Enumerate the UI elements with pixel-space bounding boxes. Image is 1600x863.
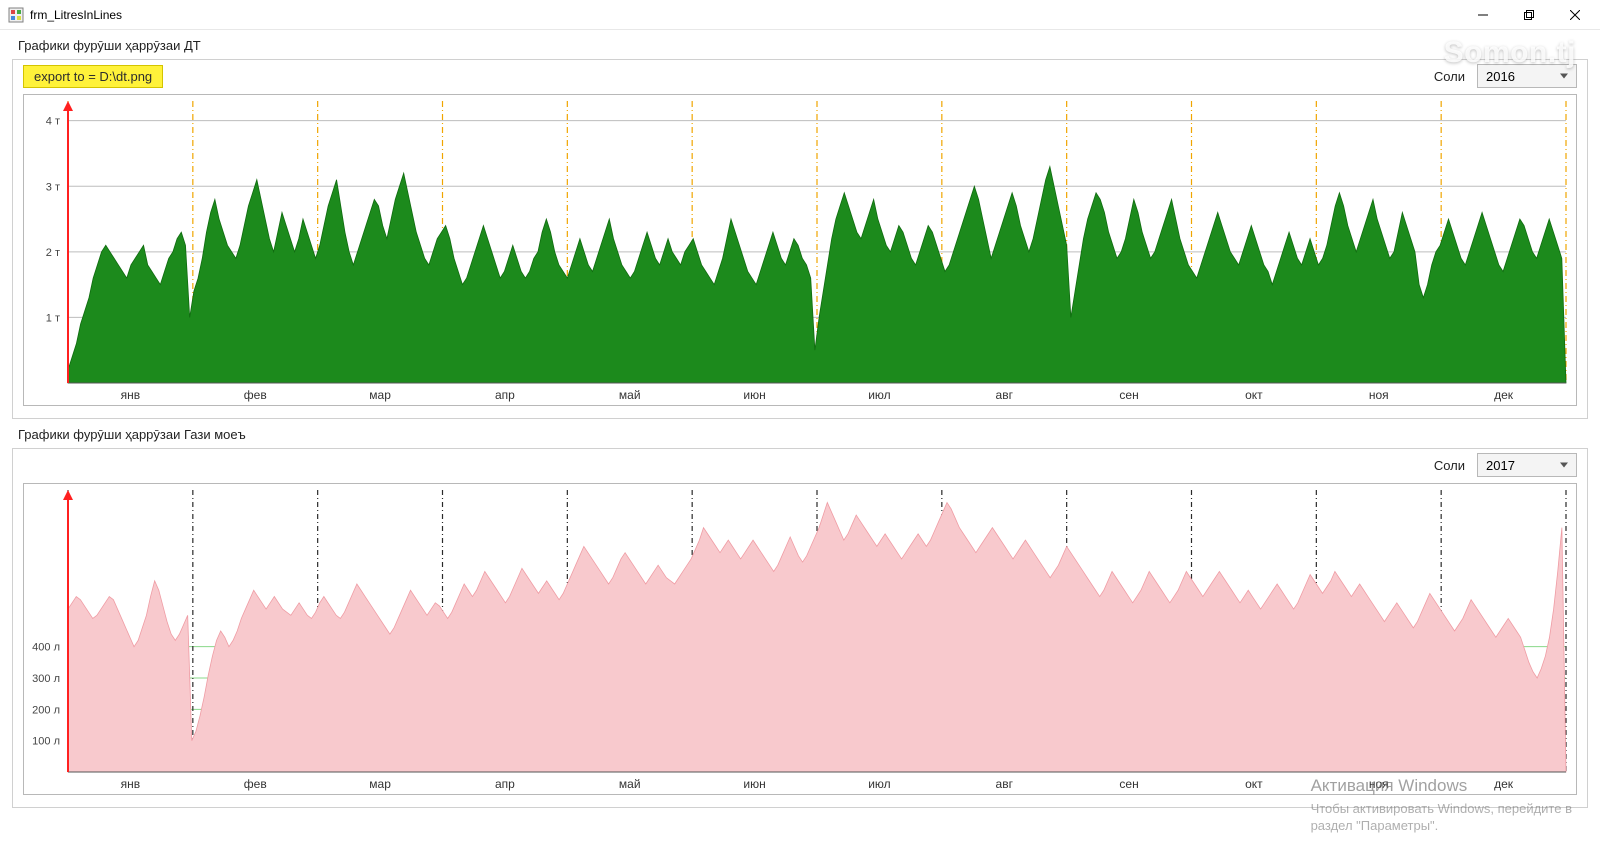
svg-text:дек: дек	[1494, 777, 1514, 791]
svg-text:апр: апр	[495, 777, 515, 791]
svg-text:окт: окт	[1245, 777, 1263, 791]
chart2-frame: 100 л 200 л 300 л 400 л янв фев мар апр май июн ию…	[23, 483, 1577, 795]
app-icon	[8, 7, 24, 23]
svg-text:окт: окт	[1245, 388, 1263, 402]
svg-text:мар: мар	[369, 388, 391, 402]
svg-text:авг: авг	[996, 777, 1014, 791]
chart1-group: Графики фурӯши ҳаррӯзаи ДТ export to = D…	[0, 38, 1600, 419]
svg-text:ноя: ноя	[1369, 388, 1389, 402]
chart1-toolbar: export to = D:\dt.png Соли 2016	[13, 60, 1587, 94]
svg-text:июн: июн	[743, 777, 765, 791]
chart1-year-label: Соли	[1434, 69, 1465, 84]
svg-text:июн: июн	[743, 388, 765, 402]
chart2-toolbar: Соли 2017	[13, 449, 1587, 483]
chart2-year-select[interactable]: 2017	[1477, 453, 1577, 477]
chart2-group: Графики фурӯши ҳаррӯзаи Гази моеъ Соли 2…	[0, 427, 1600, 808]
svg-text:янв: янв	[121, 777, 140, 791]
close-button[interactable]	[1552, 0, 1598, 30]
svg-text:сен: сен	[1119, 777, 1138, 791]
minimize-button[interactable]	[1460, 0, 1506, 30]
chart2-title: Графики фурӯши ҳаррӯзаи Гази моеъ	[18, 427, 1600, 442]
export-button[interactable]: export to = D:\dt.png	[23, 65, 163, 88]
svg-text:май: май	[619, 388, 641, 402]
svg-text:май: май	[619, 777, 641, 791]
svg-text:1 т: 1 т	[46, 312, 60, 324]
svg-text:июл: июл	[868, 388, 890, 402]
svg-text:дек: дек	[1494, 388, 1514, 402]
chart1-title: Графики фурӯши ҳаррӯзаи ДТ	[18, 38, 1600, 53]
svg-text:200 л: 200 л	[32, 704, 60, 716]
window-controls	[1460, 0, 1598, 30]
chart2-svg: 100 л 200 л 300 л 400 л янв фев мар апр май июн ию…	[24, 484, 1576, 794]
chart1-svg: 1 т 2 т 3 т 4 т янв фев мар апр май июн июл авг сен о…	[24, 95, 1576, 405]
activation-line2: раздел "Параметры".	[1311, 817, 1572, 835]
svg-text:400 л: 400 л	[32, 642, 60, 654]
svg-text:4 т: 4 т	[46, 116, 60, 128]
svg-text:2 т: 2 т	[46, 247, 60, 259]
svg-text:сен: сен	[1119, 388, 1138, 402]
svg-text:мар: мар	[369, 777, 391, 791]
svg-text:фев: фев	[244, 388, 267, 402]
svg-text:3 т: 3 т	[46, 181, 60, 193]
titlebar: frm_LitresInLines	[0, 0, 1600, 30]
maximize-button[interactable]	[1506, 0, 1552, 30]
chart1-panel: export to = D:\dt.png Соли 2016 1 т 2 т 3 …	[12, 59, 1588, 419]
chart2-year-label: Соли	[1434, 458, 1465, 473]
chart2-panel: Соли 2017 100 л 200 л 300 л 400 л янв фев мар а…	[12, 448, 1588, 808]
svg-text:янв: янв	[121, 388, 140, 402]
chart2-year-value: 2017	[1486, 458, 1515, 473]
svg-text:фев: фев	[244, 777, 267, 791]
svg-text:100 л: 100 л	[32, 736, 60, 748]
svg-text:300 л: 300 л	[32, 673, 60, 685]
svg-text:ноя: ноя	[1369, 777, 1389, 791]
svg-text:июл: июл	[868, 777, 890, 791]
window-title: frm_LitresInLines	[30, 8, 1460, 22]
svg-text:апр: апр	[495, 388, 515, 402]
svg-text:авг: авг	[996, 388, 1014, 402]
chart1-frame: 1 т 2 т 3 т 4 т янв фев мар апр май июн июл авг сен о…	[23, 94, 1577, 406]
chart1-year-select[interactable]: 2016	[1477, 64, 1577, 88]
chart1-year-value: 2016	[1486, 69, 1515, 84]
